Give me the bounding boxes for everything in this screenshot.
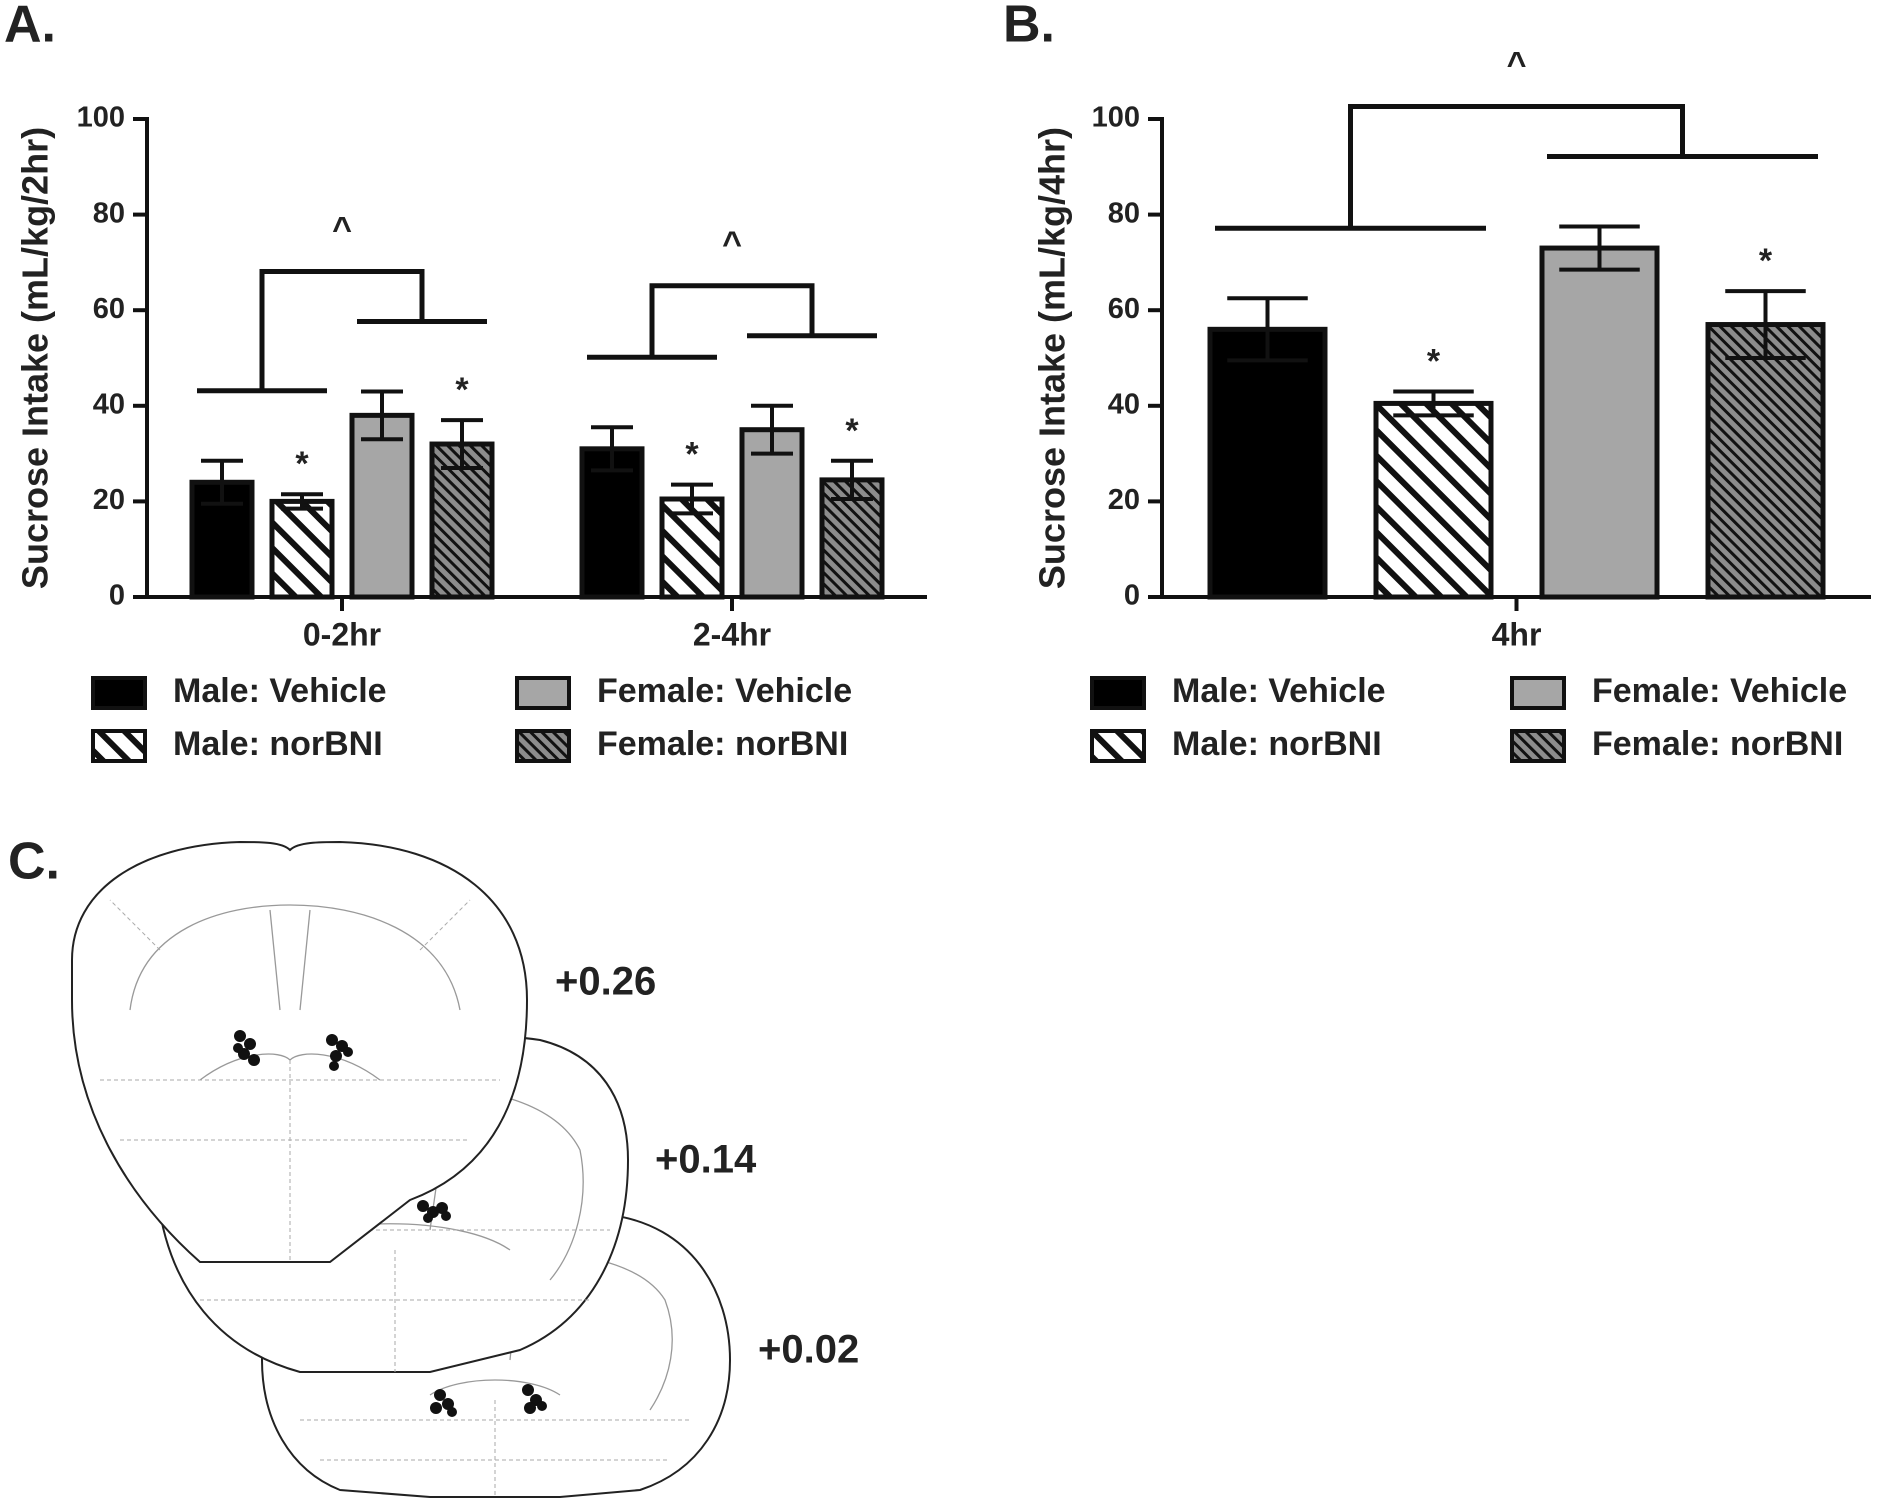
cannula-dots [430, 1384, 547, 1417]
error-bar [281, 492, 323, 511]
significance-label: * [295, 445, 309, 483]
error-bar [751, 403, 793, 456]
y-tick-label: 20 [1108, 484, 1140, 516]
panel-label: A. [4, 0, 56, 54]
y-tick-label: 80 [1108, 197, 1140, 229]
legend-label: Female: norBNI [597, 725, 848, 763]
significance-label: * [685, 436, 699, 474]
bar [739, 427, 805, 600]
bar [1373, 400, 1494, 600]
bar [269, 498, 335, 600]
bracket-label: ^ [1507, 46, 1527, 84]
section-label: +0.14 [655, 1138, 757, 1182]
legend-swatch [1090, 729, 1146, 763]
brain-sections [71, 840, 732, 1498]
y-tick-label: 100 [77, 102, 125, 134]
error-bar [1559, 224, 1640, 272]
legend-label: Female: Vehicle [597, 672, 852, 710]
legend-label: Male: norBNI [1172, 725, 1382, 763]
legend-label: Male: Vehicle [173, 672, 387, 710]
legend-label: Male: norBNI [173, 725, 383, 763]
legend-swatch [91, 676, 147, 710]
x-tick-label: 2-4hr [693, 616, 771, 652]
error-bar [1393, 389, 1474, 418]
section-label: +0.02 [758, 1328, 859, 1372]
bar [349, 412, 415, 600]
x-tick-label: 0-2hr [303, 616, 381, 652]
y-axis-title: Sucrose Intake (mL/kg/2hr) [15, 127, 56, 589]
error-bar [1227, 296, 1308, 363]
significance-label: * [1427, 342, 1441, 380]
legend-label: Female: Vehicle [1592, 672, 1847, 710]
legend-swatch [91, 729, 147, 763]
error-bar [361, 389, 403, 442]
error-bar [1725, 289, 1806, 360]
significance-label: * [845, 412, 859, 450]
bar [579, 446, 645, 600]
y-tick-label: 0 [1124, 580, 1140, 612]
y-tick-label: 40 [93, 388, 125, 420]
y-tick-label: 40 [1108, 388, 1140, 420]
x-tick-label: 4hr [1492, 616, 1542, 652]
y-tick-label: 80 [93, 197, 125, 229]
legend-swatch [1090, 676, 1146, 710]
legend-swatch [515, 676, 571, 710]
bracket [197, 268, 487, 394]
bar [1207, 326, 1328, 600]
brain-section [71, 840, 529, 1263]
bar [1539, 245, 1660, 600]
section-label: +0.26 [555, 960, 656, 1004]
bracket-label: ^ [332, 210, 352, 248]
bracket [1215, 104, 1818, 231]
cannula-dots [233, 1030, 353, 1071]
significance-label: * [455, 371, 469, 409]
legend-swatch [515, 729, 571, 763]
y-tick-label: 60 [93, 293, 125, 325]
error-bar [201, 458, 243, 506]
legend-label: Female: norBNI [1592, 725, 1843, 763]
panel-label: C. [8, 833, 60, 891]
y-tick-label: 0 [109, 580, 125, 612]
legend-swatch [1510, 676, 1566, 710]
bracket-label: ^ [722, 225, 742, 263]
y-tick-label: 20 [93, 484, 125, 516]
error-bar [441, 418, 483, 470]
legend-swatch [1510, 729, 1566, 763]
legend-label: Male: Vehicle [1172, 672, 1386, 710]
bar [1705, 322, 1826, 600]
panel-label: B. [1003, 0, 1055, 54]
error-bar [591, 425, 633, 473]
y-tick-label: 60 [1108, 293, 1140, 325]
significance-label: * [1759, 242, 1773, 280]
bracket [587, 283, 877, 360]
y-axis-title: Sucrose Intake (mL/kg/4hr) [1032, 127, 1073, 589]
error-bar [671, 482, 713, 516]
y-tick-label: 100 [1092, 102, 1140, 134]
error-bar [831, 458, 873, 502]
